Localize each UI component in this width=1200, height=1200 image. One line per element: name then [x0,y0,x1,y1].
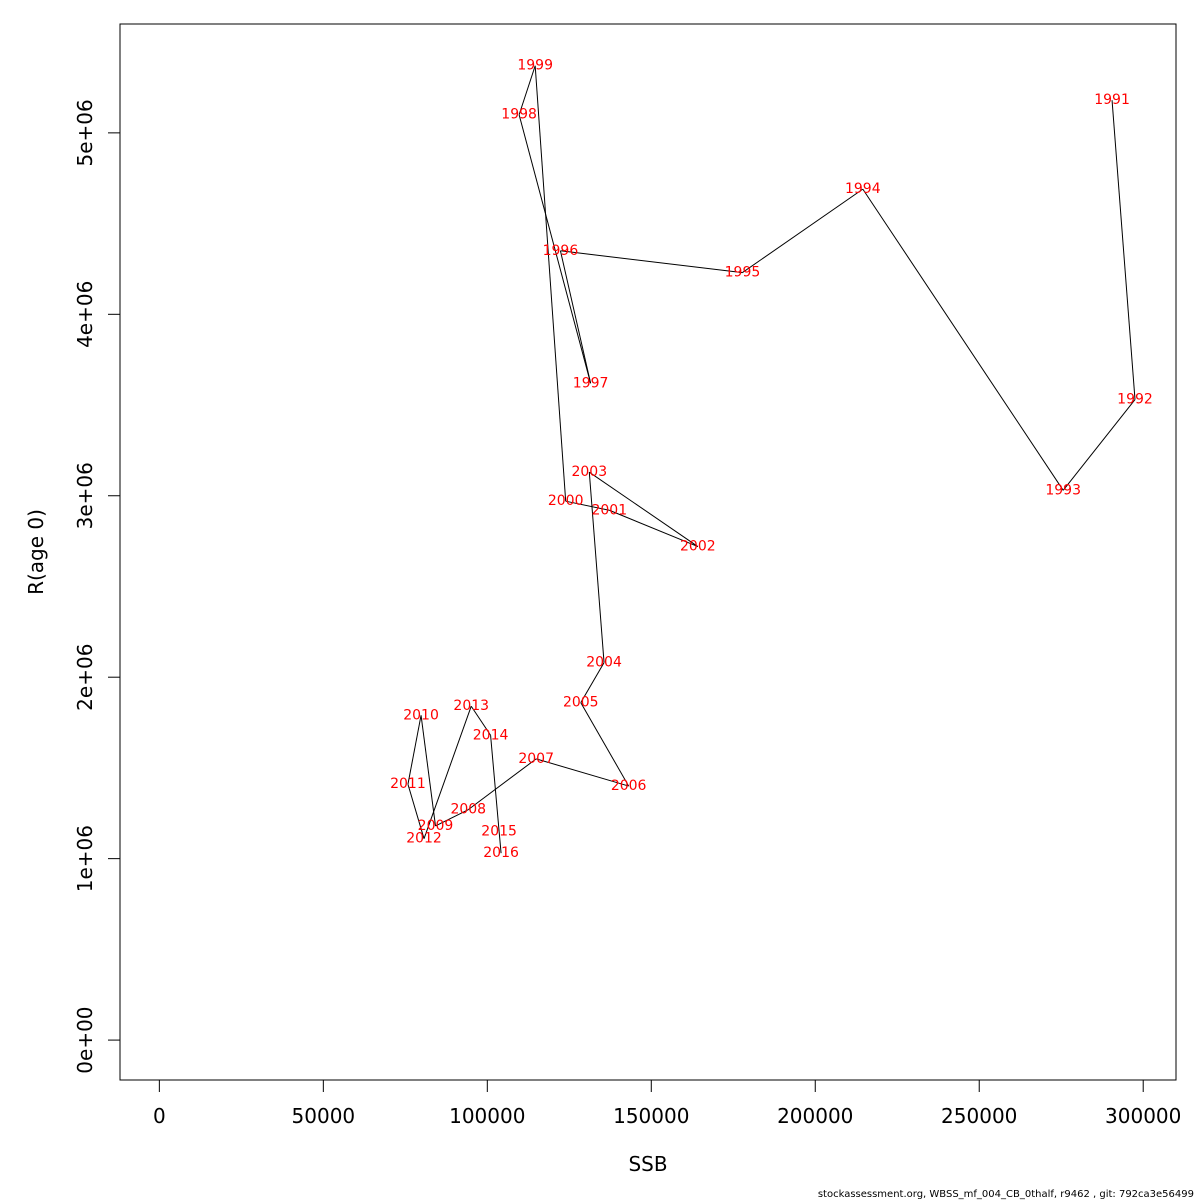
x-axis: 0 50000 100000 150000 200000 250000 300000 [153,1079,1181,1128]
point-label-2005: 2005 [563,695,599,711]
y-tick-label: 5e+06 [73,99,97,166]
point-label-2012: 2012 [406,831,442,847]
x-tick-label: 50000 [292,1104,356,1128]
point-label-2003: 2003 [571,464,607,480]
point-labels: 1991 1992 1993 1994 1995 1996 1997 1998 1999 2000… [390,58,1153,861]
y-tick-label: 4e+06 [73,281,97,348]
segment-2010-2011 [407,715,422,785]
segment-2015-2016 [498,831,502,854]
segment-2007-2008 [467,758,537,811]
point-label-2007: 2007 [518,751,554,767]
segment-2008-2009 [435,809,469,827]
point-label-2010: 2010 [403,707,439,723]
point-label-1995: 1995 [725,265,761,281]
point-label-2004: 2004 [586,655,622,671]
point-label-2013: 2013 [453,698,489,714]
point-label-1997: 1997 [573,375,609,391]
point-label-2015: 2015 [481,823,517,839]
x-tick-label: 150000 [613,1104,689,1128]
point-label-2008: 2008 [450,802,486,818]
point-label-1994: 1994 [845,181,881,197]
point-label-1999: 1999 [517,58,553,74]
y-axis-title: R(age 0) [24,509,48,595]
footer-credit: stockassessment.org, WBSS_mf_004_CB_0tha… [818,1189,1194,1200]
x-tick-label: 300000 [1105,1104,1181,1128]
y-tick-label: 1e+06 [73,825,97,892]
segment-2000-2001 [565,500,610,511]
point-label-2001: 2001 [591,502,627,518]
segment-1991-1992 [1111,100,1136,400]
y-tick-label: 0e+00 [73,1006,97,1073]
x-tick-label: 250000 [941,1104,1017,1128]
point-label-2006: 2006 [611,778,647,794]
point-label-2011: 2011 [390,776,426,792]
segment-2013-2014 [470,705,491,736]
plot-frame [119,23,1177,1081]
x-tick-label: 100000 [449,1104,525,1128]
segment-1999-2000 [534,65,567,502]
segment-1996-1997 [559,250,592,384]
segment-1992-1993 [1062,399,1136,491]
segment-2005-2006 [580,702,630,787]
segment-2011-2012 [407,784,425,839]
segment-1995-1996 [560,250,743,274]
segment-2012-2013 [423,706,472,839]
series-line [407,65,1136,854]
segment-2004-2005 [580,662,605,703]
point-label-2002: 2002 [680,539,716,555]
y-tick-label: 3e+06 [73,462,97,529]
point-label-2014: 2014 [473,727,509,743]
segment-1997-1998 [518,114,592,384]
x-axis-title: SSB [628,1152,667,1176]
segment-2009-2010 [420,715,436,827]
segment-1994-1995 [742,188,864,273]
y-axis: 0e+00 1e+06 2e+06 3e+06 4e+06 5e+06 [73,99,121,1074]
segment-1993-1994 [862,188,1064,491]
segment-1998-1999 [518,65,536,115]
segment-2014-2015 [490,735,500,832]
point-label-1998: 1998 [501,107,537,123]
segment-2003-2004 [588,472,605,663]
point-label-2009: 2009 [418,818,454,834]
y-tick-label: 2e+06 [73,644,97,711]
point-label-1992: 1992 [1117,392,1153,408]
x-tick-label: 200000 [777,1104,853,1128]
point-label-2016: 2016 [483,845,519,861]
point-label-1996: 1996 [543,243,579,259]
segment-2002-2003 [589,471,699,547]
segment-2006-2007 [536,758,629,787]
point-label-2000: 2000 [548,493,584,509]
point-label-1991: 1991 [1094,92,1130,108]
segment-2001-2002 [609,509,699,548]
point-label-1993: 1993 [1045,482,1081,498]
x-tick-label: 0 [153,1104,166,1128]
